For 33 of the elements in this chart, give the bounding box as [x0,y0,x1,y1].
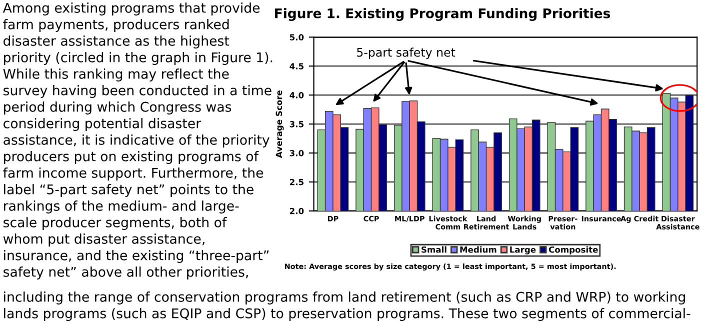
text: safety net” above all other priorities, [4,266,248,280]
text: survey having been conducted in a time [4,85,272,98]
text: considering potential disaster [4,118,202,131]
y-tick-label: 4.5 [290,63,304,70]
text: insurance, and the existing “three-part” [4,250,269,263]
y-tick-label: 2.5 [290,178,304,186]
y-tick-label: 2.0 [290,208,304,214]
y-tick-label: 4.0 [290,92,304,98]
text: While this ranking may reflect the [3,68,229,82]
legend-label: Small [422,246,446,253]
text: period during which Congress was [4,102,232,114]
text: label “5-part safety net” points to the [4,184,254,197]
y-tick-label: 3.0 [290,150,304,156]
text: disaster assistance as the highest [4,36,230,48]
text: whom put disaster assistance, [3,234,204,246]
text: farm payments, producers ranked [3,19,229,32]
text: including the range of conservation programs from land retirement (such as CRP and WRP) to working [4,292,685,304]
legend-label: Composite [548,246,598,254]
y-tick-label: 3.5 [290,121,304,128]
text: priority (circled in the graph in Figure 1). [4,52,272,65]
text: rankings of the medium- and large- [4,200,239,214]
text: lands programs (such as EQIP and CSP) to preservation programs. These two segments of commercial- [4,308,690,321]
text: producers put on existing programs of [4,151,259,164]
text: assistance, it is indicative of the priority [4,134,270,148]
legend-label: Medium [460,246,496,253]
legend-label: Large [510,246,536,254]
y-tick-label: 5.0 [290,34,304,40]
text: scale producer segments, both of [4,217,227,230]
text: Among existing programs that provide [2,2,260,16]
text: farm income support. Furthermore, the [3,168,264,180]
chart-title: Figure 1. Existing Program Funding Priorities [275,8,610,21]
annotation: 5-part safety net [357,48,456,60]
y-axis-title: Average Score [276,90,284,158]
